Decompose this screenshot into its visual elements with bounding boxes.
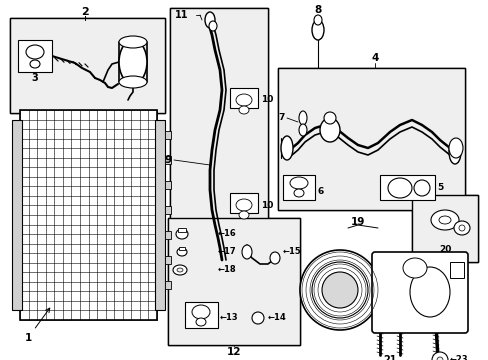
Bar <box>164 131 171 139</box>
Bar <box>411 195 477 262</box>
Ellipse shape <box>413 180 429 196</box>
Bar <box>155 120 164 310</box>
Ellipse shape <box>192 305 209 319</box>
Ellipse shape <box>176 229 187 239</box>
Text: 21: 21 <box>383 355 396 360</box>
Ellipse shape <box>208 21 217 31</box>
Ellipse shape <box>204 12 215 28</box>
Ellipse shape <box>311 20 324 40</box>
Bar <box>179 247 184 250</box>
Text: 1: 1 <box>24 308 50 343</box>
Ellipse shape <box>298 111 306 125</box>
Text: ←18: ←18 <box>218 266 236 274</box>
Circle shape <box>251 312 264 324</box>
Text: 9: 9 <box>164 155 171 165</box>
Ellipse shape <box>236 94 251 106</box>
Text: 3: 3 <box>32 73 38 83</box>
Text: ←14: ←14 <box>267 314 286 323</box>
Ellipse shape <box>319 118 339 142</box>
Bar <box>411 195 477 262</box>
Ellipse shape <box>430 210 458 230</box>
Text: ←22: ←22 <box>444 320 463 329</box>
Bar <box>10 18 164 113</box>
Ellipse shape <box>239 211 248 219</box>
Text: 20: 20 <box>438 246 450 255</box>
Text: 7: 7 <box>278 113 285 122</box>
Bar <box>164 281 171 289</box>
Ellipse shape <box>289 177 307 189</box>
Ellipse shape <box>239 106 248 114</box>
Ellipse shape <box>438 216 450 224</box>
Bar <box>164 206 171 214</box>
Ellipse shape <box>402 258 426 278</box>
Bar <box>278 68 464 210</box>
Text: 8: 8 <box>314 5 321 15</box>
Circle shape <box>436 357 442 360</box>
Text: 10: 10 <box>261 95 273 104</box>
Ellipse shape <box>177 268 183 272</box>
Ellipse shape <box>26 45 44 59</box>
Ellipse shape <box>313 15 321 25</box>
Bar <box>184 302 218 328</box>
Bar <box>379 175 434 200</box>
Ellipse shape <box>269 252 280 264</box>
Bar <box>164 181 171 189</box>
Text: 4: 4 <box>370 53 378 63</box>
Bar <box>229 193 258 213</box>
Bar <box>278 68 464 210</box>
Text: 11: 11 <box>175 10 188 20</box>
Ellipse shape <box>293 189 304 197</box>
Ellipse shape <box>242 245 251 259</box>
Ellipse shape <box>119 36 147 48</box>
Bar <box>20 110 157 320</box>
Bar <box>164 256 171 264</box>
Text: ←16: ←16 <box>218 230 236 238</box>
Ellipse shape <box>173 265 186 275</box>
Ellipse shape <box>448 140 460 164</box>
Ellipse shape <box>30 60 40 68</box>
Ellipse shape <box>387 178 411 198</box>
Bar <box>168 218 299 345</box>
Text: 6: 6 <box>317 188 324 197</box>
Text: 10: 10 <box>261 201 273 210</box>
Ellipse shape <box>196 318 205 326</box>
Text: ←17: ←17 <box>218 248 236 256</box>
Ellipse shape <box>298 124 306 136</box>
Circle shape <box>311 262 367 318</box>
Text: 19: 19 <box>350 217 365 227</box>
Bar <box>10 18 164 113</box>
Circle shape <box>321 272 357 308</box>
Ellipse shape <box>448 138 462 158</box>
FancyBboxPatch shape <box>371 252 467 333</box>
Bar <box>229 88 258 108</box>
Bar <box>12 120 22 310</box>
Text: 24: 24 <box>305 269 317 278</box>
Bar <box>283 175 314 200</box>
Text: 5: 5 <box>436 184 442 193</box>
Ellipse shape <box>324 112 335 124</box>
Ellipse shape <box>119 76 147 88</box>
Bar <box>170 8 267 270</box>
Ellipse shape <box>458 225 464 231</box>
Bar <box>170 8 267 270</box>
Circle shape <box>431 352 447 360</box>
Bar <box>178 228 185 232</box>
Bar <box>164 231 171 239</box>
Bar <box>449 262 463 278</box>
Bar <box>18 40 52 72</box>
Ellipse shape <box>177 248 186 256</box>
Circle shape <box>299 250 379 330</box>
Ellipse shape <box>119 40 147 84</box>
Text: 12: 12 <box>226 347 241 357</box>
Bar <box>164 156 171 164</box>
Ellipse shape <box>453 221 469 235</box>
Ellipse shape <box>236 199 251 211</box>
Bar <box>168 218 299 345</box>
Text: ←13: ←13 <box>220 314 238 323</box>
Text: ←23: ←23 <box>449 356 468 360</box>
Ellipse shape <box>281 136 292 160</box>
Text: ←15: ←15 <box>283 248 301 256</box>
Text: 2: 2 <box>81 7 89 17</box>
Ellipse shape <box>409 267 449 317</box>
